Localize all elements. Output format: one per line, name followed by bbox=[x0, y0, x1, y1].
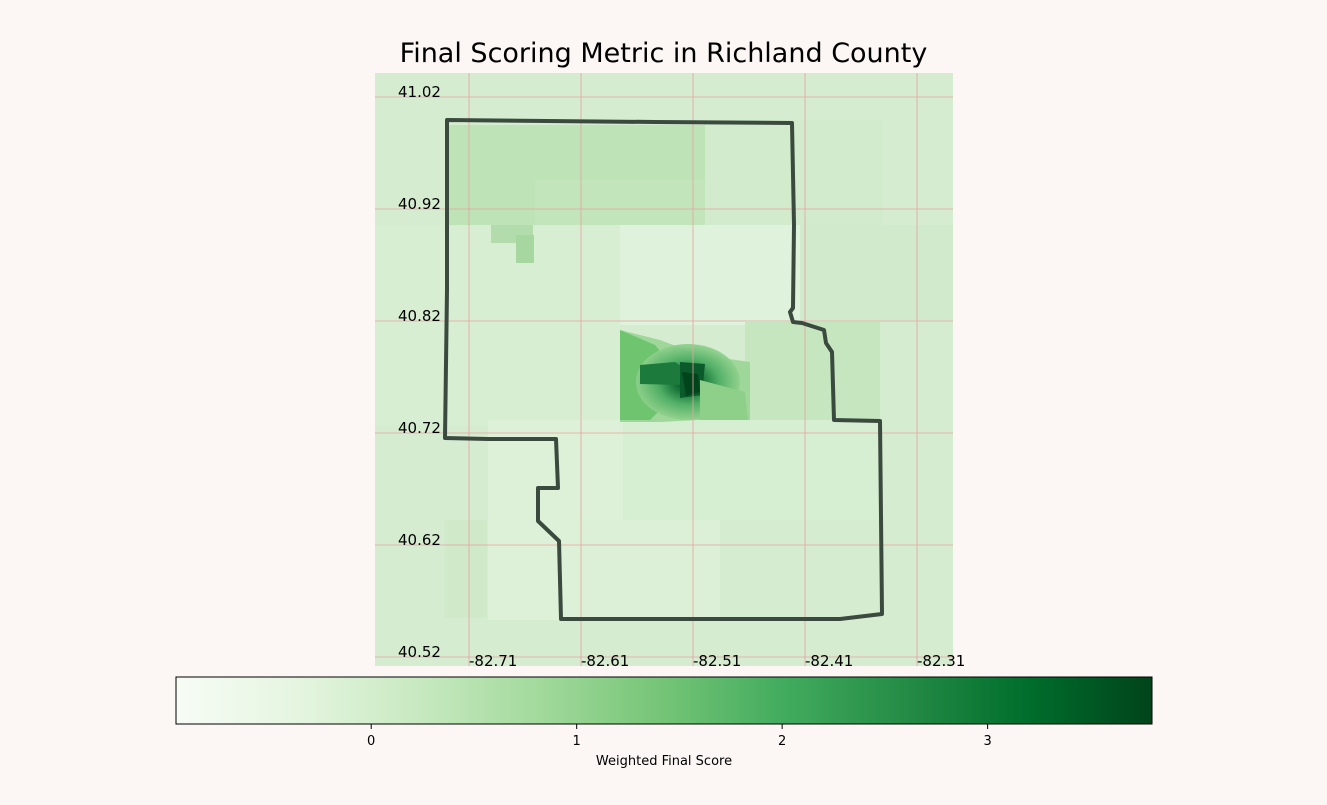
region-center-north bbox=[620, 225, 800, 325]
lon-tick-label: -82.51 bbox=[693, 652, 741, 670]
map-title: Final Scoring Metric in Richland County bbox=[399, 38, 928, 69]
region-west-patch-2 bbox=[516, 235, 534, 263]
county-boundary bbox=[443, 118, 884, 621]
lat-tick-label: 40.62 bbox=[398, 531, 441, 549]
region-south-central bbox=[623, 420, 880, 520]
longitude-tick-labels: -82.71 -82.61 -82.51 -82.41 -82.31 bbox=[469, 652, 965, 670]
colorbar-label: Weighted Final Score bbox=[596, 754, 732, 769]
region-east-mid bbox=[800, 225, 953, 320]
city-east-wedge bbox=[700, 380, 748, 420]
latitude-tick-labels: 41.02 40.92 40.82 40.72 40.62 40.52 bbox=[398, 83, 441, 661]
lat-tick-label: 41.02 bbox=[398, 83, 441, 101]
colorbar-bar bbox=[175, 676, 1153, 725]
lat-tick-label: 40.72 bbox=[398, 419, 441, 437]
lon-tick-label: -82.31 bbox=[917, 652, 965, 670]
colorbar: 0 1 2 3 Weighted Final Score bbox=[175, 676, 1153, 769]
lat-tick-label: 40.92 bbox=[398, 195, 441, 213]
lon-tick-label: -82.41 bbox=[805, 652, 853, 670]
map-grid bbox=[375, 73, 953, 666]
lat-tick-label: 40.82 bbox=[398, 307, 441, 325]
colorbar-tick-label: 1 bbox=[573, 734, 581, 749]
region-far-west-south bbox=[445, 520, 487, 618]
city-center bbox=[682, 372, 700, 396]
lat-tick-label: 40.52 bbox=[398, 643, 441, 661]
colorbar-tick-label: 3 bbox=[983, 734, 991, 749]
region-west bbox=[375, 225, 620, 425]
lon-tick-label: -82.71 bbox=[469, 652, 517, 670]
lon-tick-label: -82.61 bbox=[581, 652, 629, 670]
city-dark-1 bbox=[640, 362, 690, 385]
region-east-inner bbox=[745, 322, 880, 420]
colorbar-ticks: 0 1 2 3 bbox=[367, 724, 992, 749]
region-north-central bbox=[535, 180, 705, 225]
region-south bbox=[580, 520, 720, 618]
city-cluster bbox=[620, 330, 750, 422]
colorbar-tick-label: 2 bbox=[778, 734, 786, 749]
colorbar-tick-label: 0 bbox=[367, 734, 375, 749]
